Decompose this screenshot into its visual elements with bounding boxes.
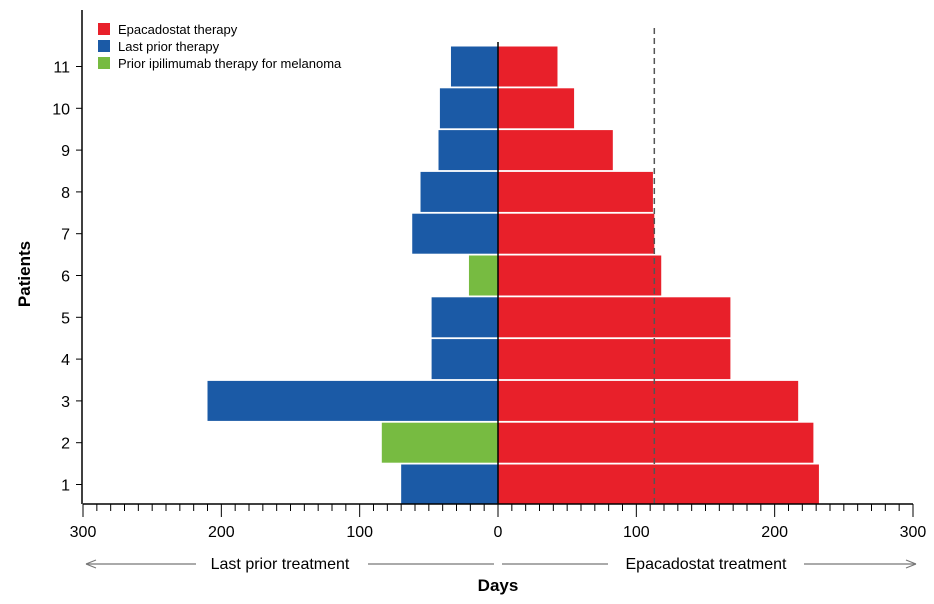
y-tick-label: 11 (53, 60, 70, 77)
bar-epacadostat-10 (498, 88, 575, 129)
x-tick-label: 100 (623, 524, 650, 541)
y-tick-label: 1 (61, 478, 70, 495)
left-arrow-label: Last prior treatment (211, 556, 350, 573)
legend-label: Prior ipilimumab therapy for melanoma (118, 56, 342, 71)
bar-last-prior-3 (207, 380, 498, 421)
bar-epacadostat-9 (498, 130, 613, 171)
legend-label: Last prior therapy (118, 39, 220, 54)
legend-swatch (98, 57, 110, 69)
bar-last-prior-11 (450, 46, 498, 87)
bar-epacadostat-3 (498, 380, 799, 421)
bar-epacadostat-8 (498, 171, 653, 212)
bar-last-prior-5 (431, 297, 498, 338)
bar-epacadostat-11 (498, 46, 558, 87)
bar-last-prior-8 (420, 171, 498, 212)
x-tick-label: 0 (494, 524, 503, 541)
bar-ipilimumab-2 (381, 422, 498, 463)
bar-epacadostat-6 (498, 255, 662, 296)
x-tick-label: 200 (761, 524, 788, 541)
y-tick-label: 8 (61, 185, 70, 202)
y-tick-label: 7 (61, 227, 70, 244)
x-axis-title: Days (478, 576, 519, 595)
right-arrow-head (905, 559, 917, 569)
bar-epacadostat-1 (498, 464, 819, 505)
y-tick-label: 2 (61, 436, 70, 453)
x-tick-label: 200 (208, 524, 235, 541)
bar-last-prior-10 (439, 88, 498, 129)
x-tick-label: 300 (70, 524, 97, 541)
bar-ipilimumab-6 (468, 255, 498, 296)
y-axis-title: Patients (15, 241, 34, 307)
right-arrow-label: Epacadostat treatment (626, 556, 788, 573)
bar-epacadostat-4 (498, 339, 731, 380)
legend: Epacadostat therapy Last prior therapy Pri… (98, 22, 342, 71)
y-tick-label: 5 (61, 310, 70, 327)
bar-last-prior-1 (401, 464, 498, 505)
direction-arrows: Last prior treatment Epacadostat treatmen… (85, 556, 917, 573)
y-tick-label: 10 (52, 101, 70, 118)
bar-epacadostat-5 (498, 297, 731, 338)
axes: 1 2 3 4 5 6 7 8 9 10 11 300 200 100 0 100 200 300 (52, 10, 926, 541)
y-tick-label: 3 (61, 394, 70, 411)
x-tick-label: 100 (346, 524, 373, 541)
y-tick-label: 6 (61, 269, 70, 286)
legend-swatch (98, 40, 110, 52)
bar-last-prior-7 (412, 213, 498, 254)
bar-last-prior-9 (438, 130, 498, 171)
y-tick-label: 4 (61, 352, 70, 369)
x-tick-label: 300 (900, 524, 927, 541)
bar-last-prior-4 (431, 339, 498, 380)
left-arrow-head (85, 559, 97, 569)
y-tick-label: 9 (61, 143, 70, 160)
legend-swatch (98, 23, 110, 35)
legend-label: Epacadostat therapy (118, 22, 238, 37)
bars (207, 28, 819, 505)
bar-epacadostat-2 (498, 422, 814, 463)
bar-epacadostat-7 (498, 213, 655, 254)
